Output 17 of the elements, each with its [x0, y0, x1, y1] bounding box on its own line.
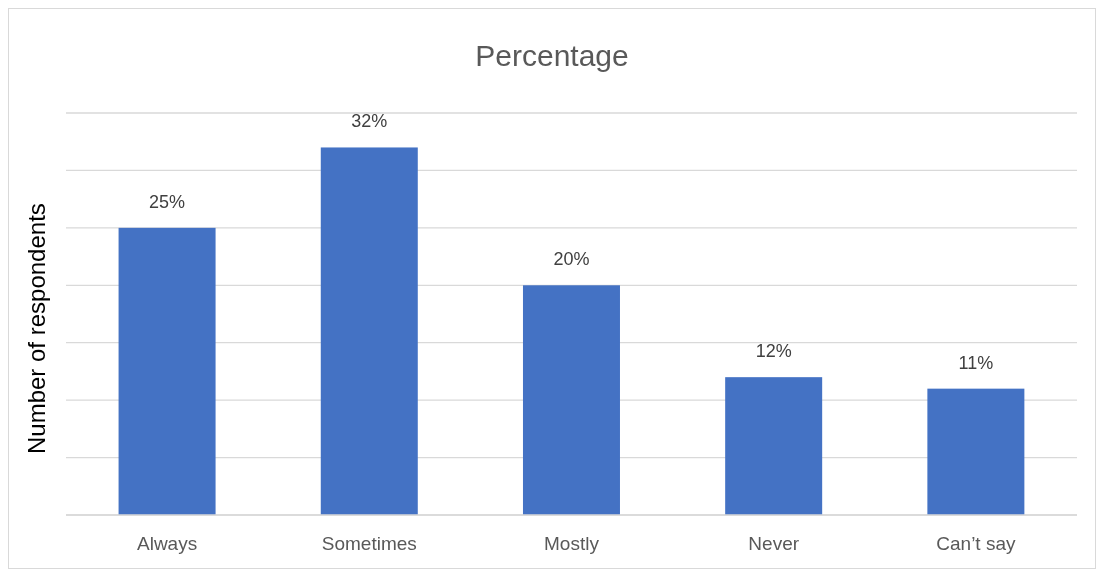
data-label: 32%: [351, 111, 388, 132]
bar: [118, 227, 216, 515]
bar: [320, 147, 418, 515]
y-axis-title: Number of respondents: [22, 203, 50, 454]
x-tick-label: Sometimes: [321, 533, 417, 555]
data-label: 25%: [149, 191, 186, 212]
bar: [927, 388, 1025, 515]
x-tick-label: Always: [137, 533, 198, 555]
x-tick-label: Never: [748, 533, 800, 555]
bar: [522, 285, 620, 515]
x-tick-label: Can’t say: [936, 533, 1016, 555]
data-label: 20%: [553, 249, 590, 270]
bar: [725, 377, 823, 515]
chart-title: Percentage: [474, 39, 630, 73]
data-label: 11%: [958, 352, 994, 373]
data-label: 12%: [755, 341, 792, 362]
x-tick-label: Mostly: [544, 533, 600, 555]
